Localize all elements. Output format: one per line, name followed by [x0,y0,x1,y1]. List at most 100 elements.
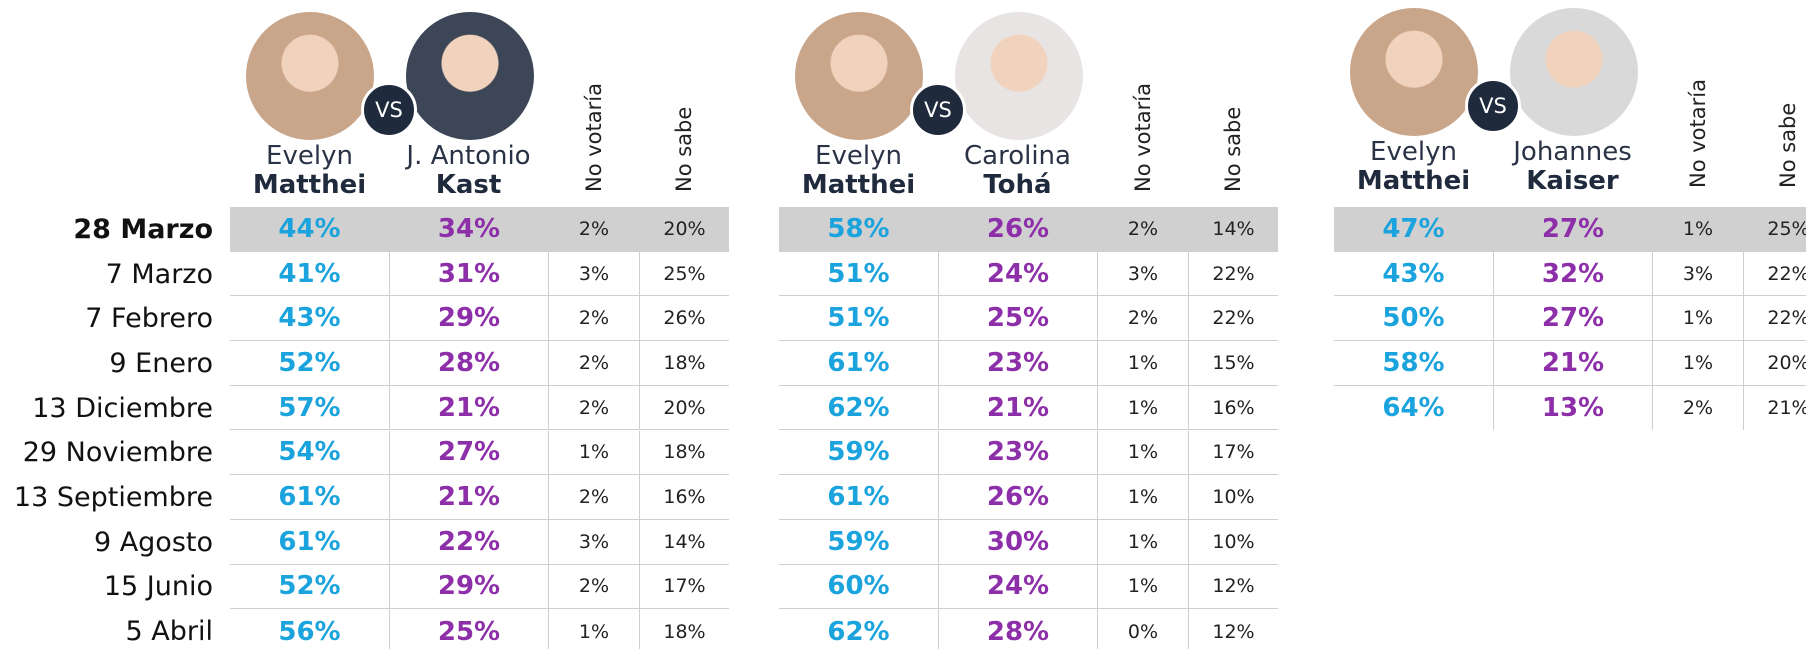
candidate-percent: 21% [389,386,548,431]
candidate-percent: 27% [389,431,548,476]
last-name: Kast [436,170,502,200]
candidate-percent: 21% [1493,341,1652,386]
candidate-percent: 59% [779,431,938,476]
candidate-percent: 61% [779,475,938,520]
other-percent: 16% [639,475,729,520]
candidate-percent: 23% [938,341,1097,386]
candidate-percent: 24% [938,565,1097,610]
column-header: No sabe [1221,107,1245,192]
other-percent: 1% [1652,296,1743,341]
other-percent: 22% [1743,296,1806,341]
other-percent: 1% [1652,341,1743,386]
candidate-percent: 29% [389,296,548,341]
other-percent: 26% [639,296,729,341]
candidate-photo [1350,8,1478,136]
candidate-percent: 44% [230,207,389,252]
candidate-percent: 64% [1334,386,1493,431]
other-percent: 1% [548,609,639,649]
candidate-percent: 41% [230,252,389,297]
candidate-percent: 23% [938,431,1097,476]
date-label: 7 Febrero [0,296,213,341]
other-percent: 20% [639,386,729,431]
other-percent: 2% [1652,386,1743,431]
date-label: 29 Noviembre [0,431,213,476]
other-percent: 18% [639,431,729,476]
first-name: Johannes [1473,138,1672,167]
other-percent: 17% [639,565,729,610]
candidate-percent: 50% [1334,296,1493,341]
other-percent: 2% [548,475,639,520]
candidate-percent: 25% [389,609,548,649]
other-percent: 10% [1188,475,1278,520]
other-percent: 2% [548,207,639,252]
other-percent: 3% [548,252,639,297]
candidate-percent: 54% [230,431,389,476]
candidate-percent: 22% [389,520,548,565]
other-percent: 22% [1188,296,1278,341]
last-name: Kaiser [1526,166,1619,196]
candidate-percent: 57% [230,386,389,431]
candidate-percent: 58% [779,207,938,252]
candidate-percent: 21% [389,475,548,520]
candidate-percent: 47% [1334,207,1493,252]
date-label: 9 Agosto [0,520,213,565]
candidate-percent: 51% [779,252,938,297]
date-label: 28 Marzo [0,207,213,252]
other-percent: 2% [548,341,639,386]
candidate-percent: 32% [1493,252,1652,297]
vs-badge: VS [361,82,417,138]
date-label: 15 Junio [0,565,213,610]
candidate-percent: 25% [938,296,1097,341]
candidate-percent: 58% [1334,341,1493,386]
other-percent: 25% [1743,207,1806,252]
other-percent: 16% [1188,386,1278,431]
other-percent: 22% [1743,252,1806,297]
other-percent: 15% [1188,341,1278,386]
first-name: Carolina [918,142,1117,171]
other-percent: 25% [639,252,729,297]
column-header: No votaría [1686,79,1710,188]
other-percent: 18% [639,341,729,386]
other-percent: 3% [1652,252,1743,297]
other-percent: 3% [1097,252,1188,297]
last-name: Matthei [1357,166,1470,196]
other-percent: 2% [548,296,639,341]
candidate-percent: 21% [938,386,1097,431]
candidate-percent: 52% [230,341,389,386]
candidate-percent: 52% [230,565,389,610]
candidate-percent: 56% [230,609,389,649]
other-percent: 22% [1188,252,1278,297]
other-percent: 3% [548,520,639,565]
other-percent: 18% [639,609,729,649]
other-percent: 1% [1097,520,1188,565]
other-percent: 14% [1188,207,1278,252]
other-percent: 2% [1097,207,1188,252]
column-header: No votaría [1131,83,1155,192]
other-percent: 12% [1188,565,1278,610]
other-percent: 10% [1188,520,1278,565]
last-name: Tohá [983,170,1051,200]
column-header: No votaría [582,83,606,192]
vs-badge: VS [1465,78,1521,134]
first-name: J. Antonio [369,142,568,171]
candidate-percent: 61% [779,341,938,386]
other-percent: 20% [639,207,729,252]
candidate-percent: 13% [1493,386,1652,431]
candidate-photo [406,12,534,140]
other-percent: 20% [1743,341,1806,386]
date-label: 13 Septiembre [0,475,213,520]
candidate-percent: 43% [1334,252,1493,297]
poll-table-page: 28 Marzo7 Marzo7 Febrero9 Enero13 Diciem… [0,0,1806,649]
other-percent: 12% [1188,609,1278,649]
candidate-percent: 26% [938,207,1097,252]
other-percent: 1% [1097,341,1188,386]
candidate-percent: 34% [389,207,548,252]
candidate-percent: 62% [779,609,938,649]
other-percent: 17% [1188,431,1278,476]
other-percent: 0% [1097,609,1188,649]
column-header: No sabe [672,107,696,192]
date-label: 13 Diciembre [0,386,213,431]
other-percent: 14% [639,520,729,565]
